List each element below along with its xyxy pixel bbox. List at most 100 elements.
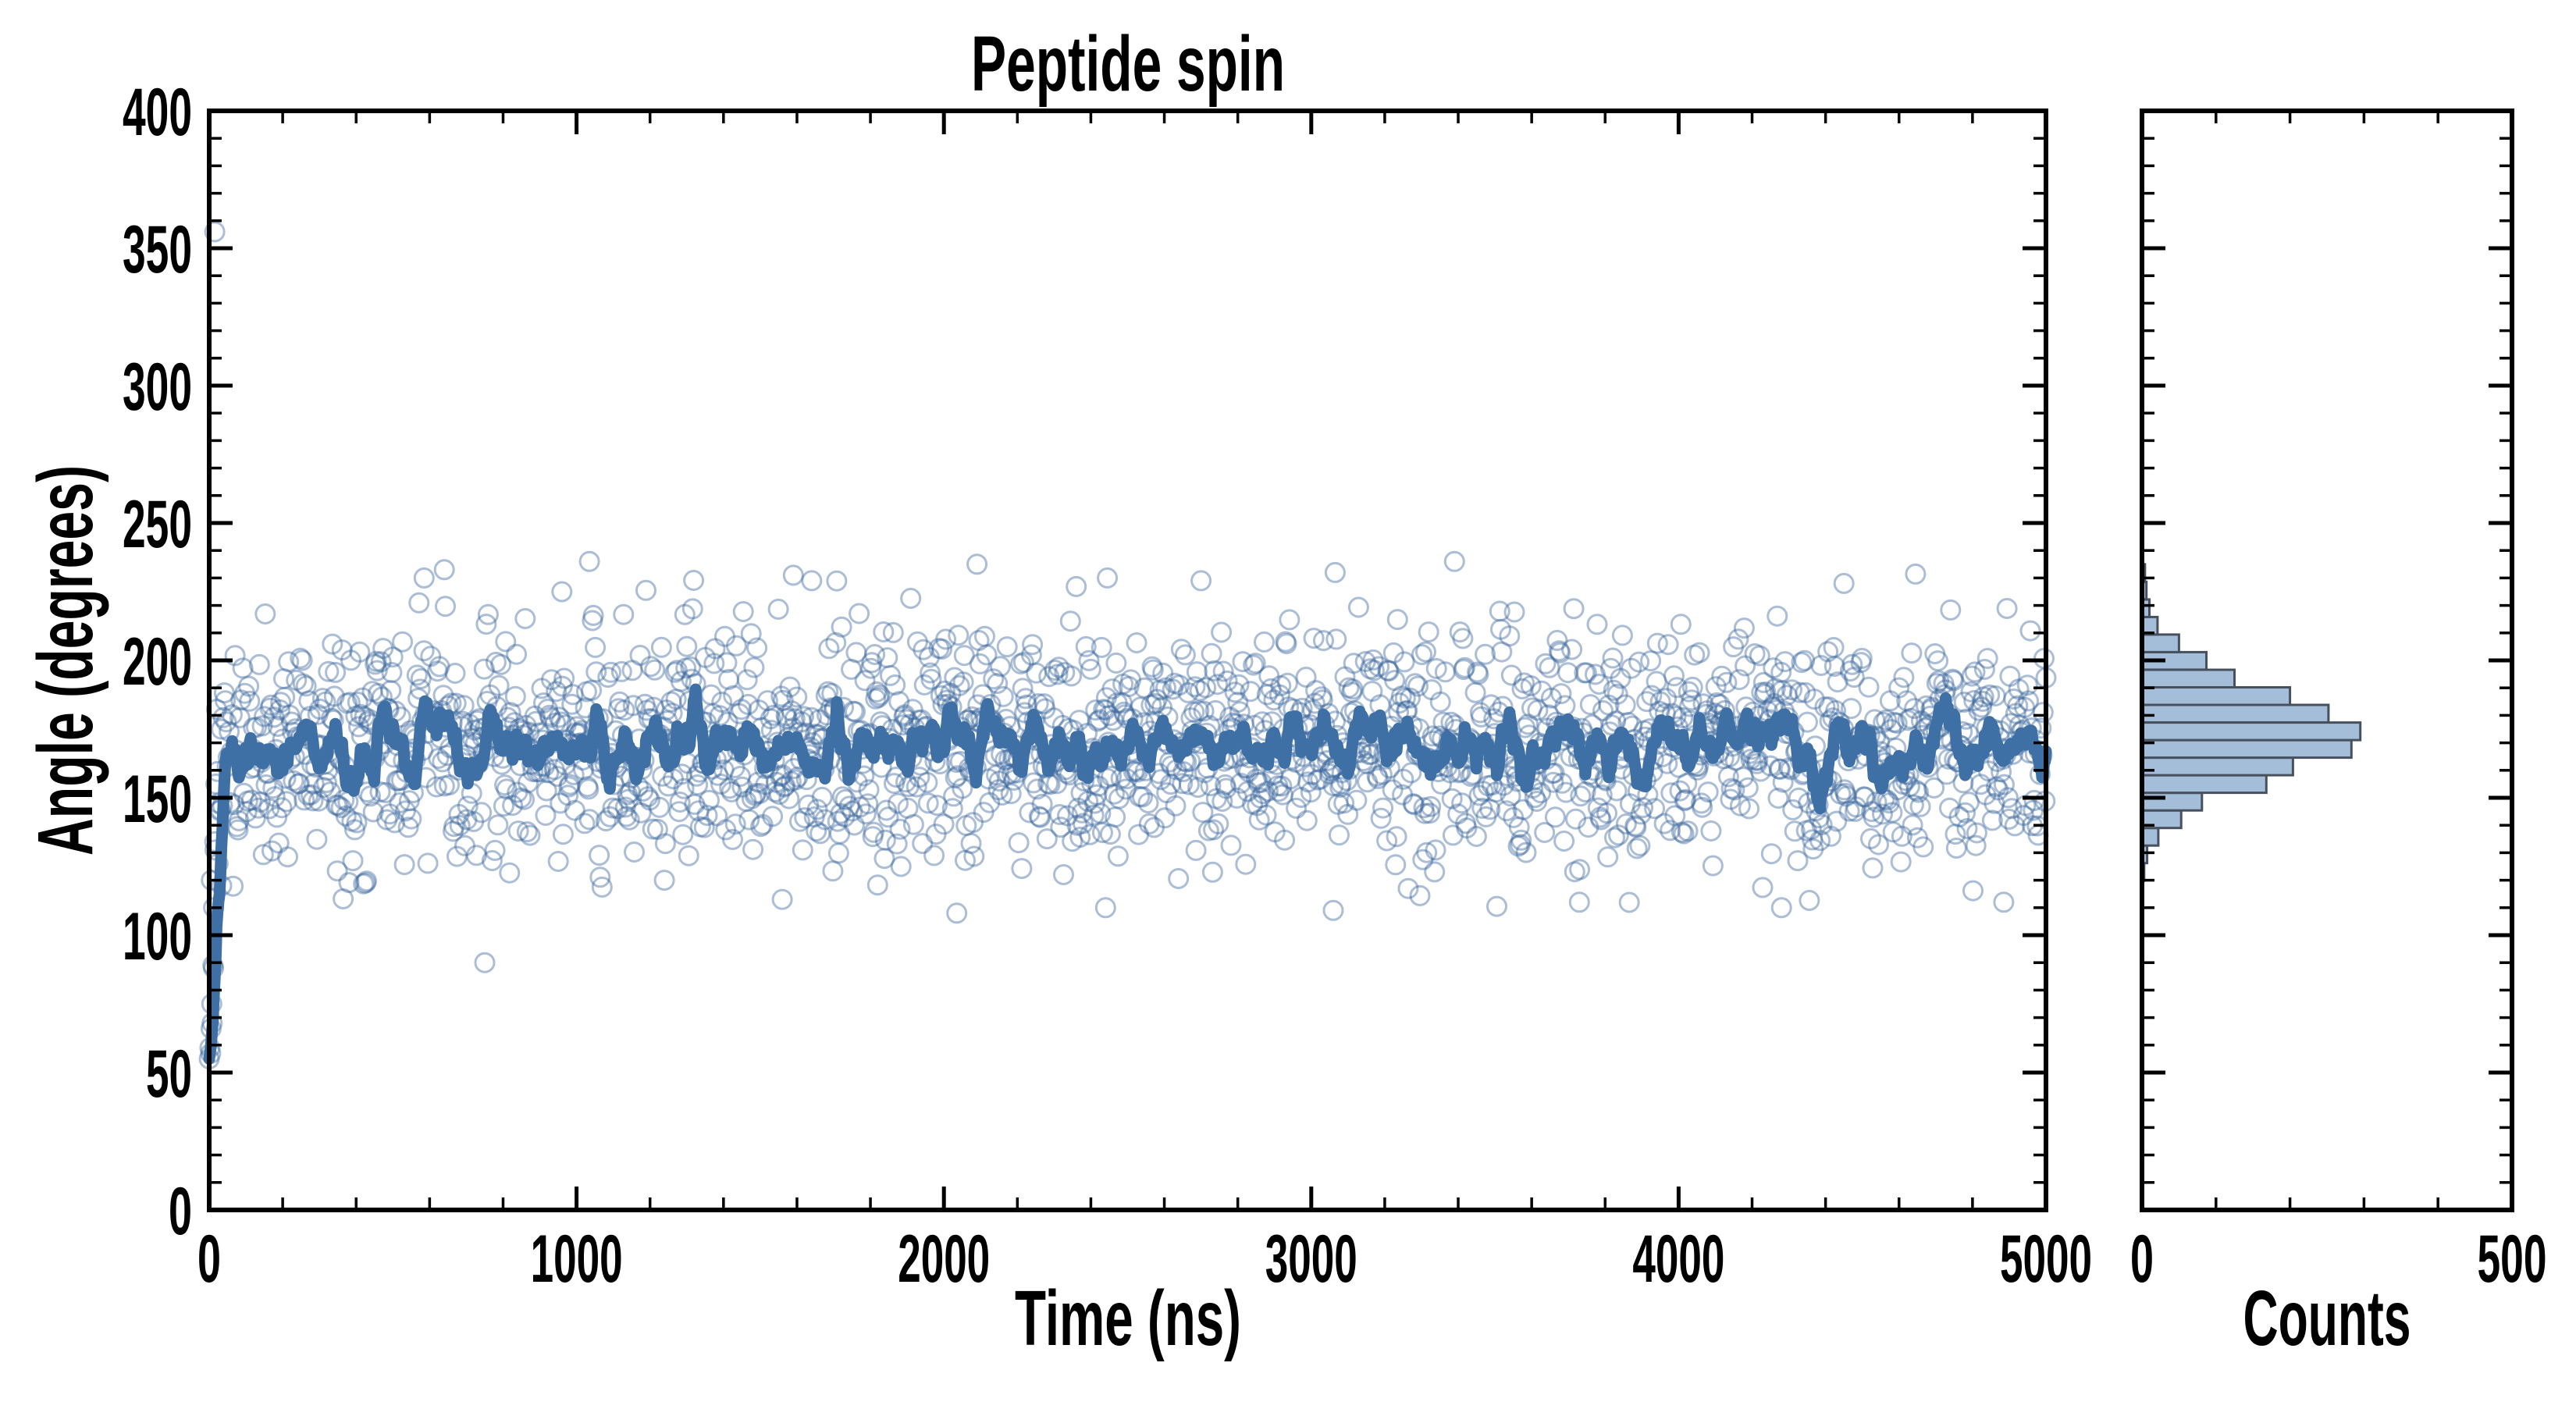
scatter-point	[1105, 652, 1127, 674]
scatter-point	[1378, 660, 1400, 682]
scatter-point	[876, 799, 897, 821]
scatter-point	[785, 769, 806, 791]
scatter-point	[1543, 762, 1565, 784]
scatter-point	[1164, 672, 1186, 694]
scatter-point	[1469, 702, 1491, 724]
scatter-point	[366, 660, 388, 681]
scatter-point	[1610, 667, 1631, 689]
scatter-point	[992, 685, 1014, 707]
scatter-point	[295, 675, 317, 697]
scatter-point	[720, 781, 742, 802]
scatter-point	[1794, 649, 1816, 671]
scatter-point	[514, 788, 535, 810]
scatter-point	[475, 614, 497, 635]
scatter-point	[307, 703, 329, 725]
scatter-point	[525, 710, 546, 732]
scatter-point	[1359, 658, 1381, 680]
scatter-point	[276, 791, 297, 813]
histogram-bar	[2140, 756, 2294, 777]
scatter-point	[806, 820, 827, 842]
scatter-point	[240, 789, 262, 811]
scatter-point	[925, 824, 947, 845]
scatter-point	[1702, 855, 1724, 877]
scatter-point	[650, 636, 672, 658]
scatter-point	[224, 645, 246, 667]
scatter-point	[849, 796, 871, 818]
scatter-point	[913, 639, 934, 660]
scatter-point	[578, 778, 600, 800]
scatter-point	[1026, 662, 1048, 684]
scatter-point	[1255, 804, 1277, 826]
scatter-point	[1787, 850, 1809, 872]
scatter-point	[756, 690, 778, 712]
scatter-point	[1630, 803, 1652, 825]
scatter-point	[1540, 687, 1562, 709]
scatter-point	[1156, 782, 1178, 804]
scatter-point	[382, 646, 404, 668]
scatter-point	[1034, 698, 1056, 720]
scatter-point	[453, 695, 475, 717]
scatter-point	[1890, 851, 1912, 873]
scatter-point	[1089, 709, 1111, 731]
scatter-point	[274, 686, 296, 708]
scatter-point	[533, 692, 554, 713]
scatter-point	[900, 588, 922, 609]
scatter-point	[917, 792, 939, 814]
scatter-point	[1724, 779, 1745, 801]
scatter-point	[1507, 835, 1529, 857]
scatter-point	[689, 816, 711, 838]
scatter-point	[798, 794, 820, 816]
scatter-point	[1144, 817, 1165, 838]
scatter-point	[1568, 891, 1590, 913]
scatter-point	[630, 802, 652, 824]
scatter-point	[838, 795, 860, 817]
scatter-point	[1432, 711, 1454, 733]
scatter-point	[745, 783, 767, 804]
scatter-point	[1750, 760, 1772, 782]
scatter-point	[1106, 692, 1128, 714]
scatter-point	[322, 633, 343, 655]
scatter-point	[1054, 662, 1076, 683]
scatter-point	[338, 872, 360, 894]
scatter-point	[313, 777, 335, 799]
scatter-point	[1475, 806, 1497, 827]
scatter-point	[672, 824, 694, 845]
scatter-point	[1692, 693, 1714, 715]
scatter-point	[834, 806, 856, 827]
scatter-point	[234, 682, 256, 704]
scatter-point	[1421, 679, 1443, 701]
scatter-point	[1608, 824, 1629, 846]
scatter-point	[1023, 772, 1044, 794]
scatter-point	[1220, 834, 1242, 856]
scatter-point	[760, 708, 781, 730]
scatter-point	[1197, 820, 1219, 841]
scatter-point	[433, 559, 455, 581]
scatter-point	[1902, 814, 1923, 836]
scatter-point	[413, 567, 435, 589]
scatter-point	[1240, 681, 1261, 703]
scatter-point	[1322, 899, 1344, 921]
scatter-point	[1691, 792, 1712, 814]
scatter-point	[425, 776, 447, 798]
scatter-point	[1802, 838, 1824, 860]
scatter-point	[1226, 787, 1247, 809]
scatter-point	[1400, 762, 1422, 784]
scatter-point	[1178, 774, 1200, 795]
scatter-point	[381, 662, 403, 683]
scatter-point	[555, 714, 577, 736]
scatter-point	[354, 706, 375, 728]
scatter-point	[678, 845, 699, 866]
scatter-point	[1759, 755, 1781, 777]
scatter-point	[1927, 650, 1949, 672]
scatter-point	[1091, 636, 1112, 658]
scatter-point	[731, 776, 753, 798]
scatter-point	[302, 790, 324, 812]
scatter-point	[330, 797, 352, 819]
scatter-point	[1264, 821, 1286, 843]
scatter-point	[1621, 657, 1642, 679]
scatter-point	[1535, 653, 1557, 674]
scatter-point	[1243, 654, 1265, 676]
scatter-point	[459, 713, 481, 735]
scatter-point	[1290, 787, 1312, 808]
scatter-point	[1472, 781, 1494, 802]
